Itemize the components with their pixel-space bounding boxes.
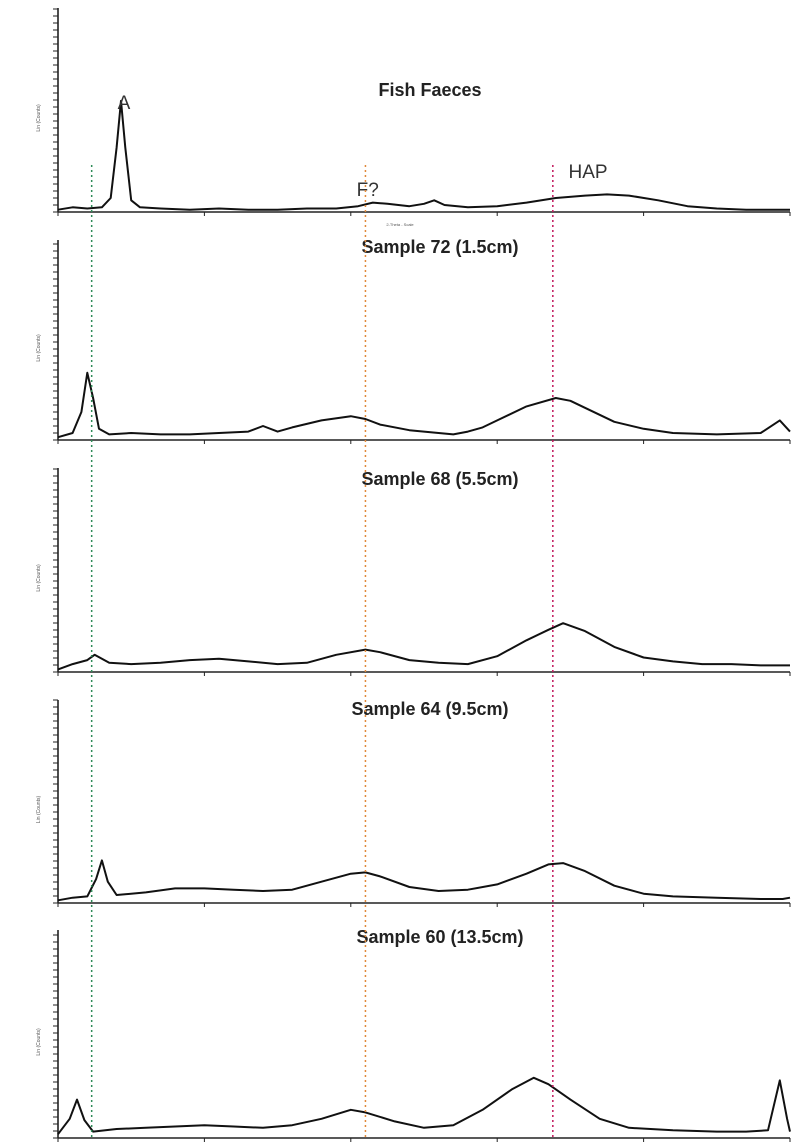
panel-4: Lin (Counts) Sample 64 (9.5cm) — [36, 699, 791, 907]
y-axis-label: Lin (Counts) — [36, 334, 42, 362]
panel-5: Lin (Counts) Sample 60 (13.5cm) — [36, 927, 791, 1142]
y-axis-label: Lin (Counts) — [36, 796, 42, 824]
y-axis-label: Lin (Counts) — [36, 564, 42, 592]
peak-label: F? — [357, 180, 379, 201]
xrd-trace — [57, 859, 791, 902]
guide-lines — [90, 165, 554, 1140]
panel-3: Lin (Counts) Sample 68 (5.5cm) — [36, 468, 791, 676]
panel-title: Sample 64 (9.5cm) — [351, 699, 508, 719]
panel-title: Sample 72 (1.5cm) — [361, 237, 518, 257]
peak-label: A — [118, 93, 131, 114]
y-axis-label: Lin (Counts) — [36, 1028, 42, 1056]
panel-title: Sample 60 (13.5cm) — [356, 927, 523, 947]
y-axis-label: Lin (Counts) — [36, 104, 42, 132]
x-axis-label: 2-Theta - Scale — [386, 222, 414, 227]
panels: Lin (Counts) 2-Theta - Scale Fish Faeces A F… — [36, 8, 791, 1142]
xrd-trace — [57, 622, 790, 671]
xrd-trace — [57, 371, 791, 439]
xrd-trace — [57, 99, 790, 211]
panel-1: Lin (Counts) 2-Theta - Scale Fish Faeces A F… — [36, 8, 791, 227]
xrd-trace — [57, 1076, 791, 1135]
panel-title: Fish Faeces — [378, 80, 481, 100]
panel-2: Lin (Counts) Sample 72 (1.5cm) — [36, 237, 791, 444]
peak-label: HAP — [569, 162, 608, 183]
panel-title: Sample 68 (5.5cm) — [361, 469, 518, 489]
